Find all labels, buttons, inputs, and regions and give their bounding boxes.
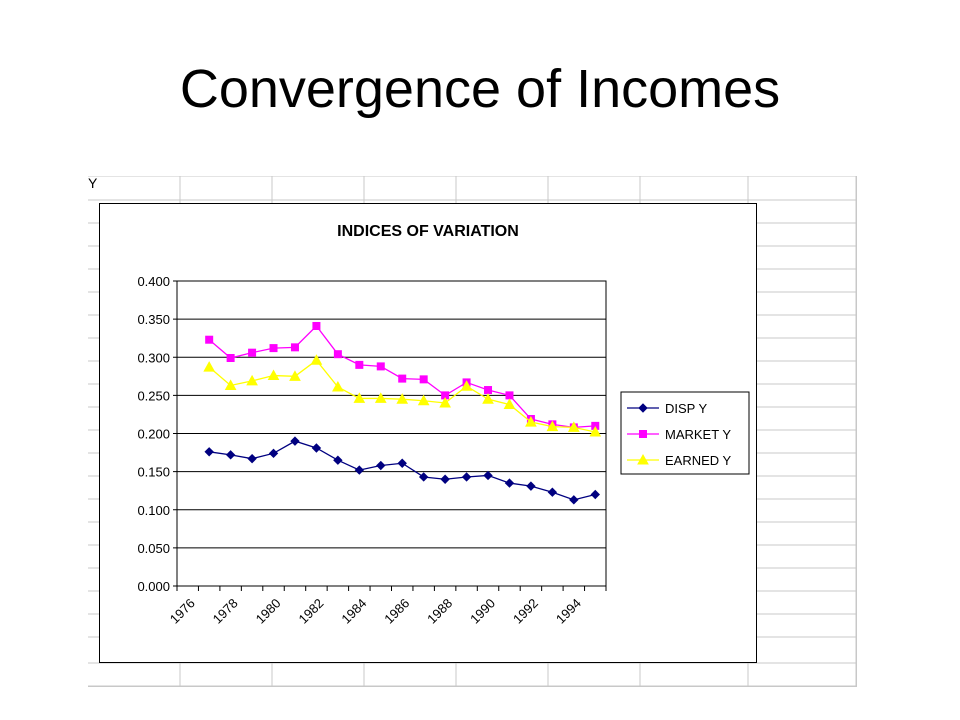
data-point bbox=[204, 447, 214, 457]
data-point bbox=[567, 421, 580, 432]
x-tick-label: 1992 bbox=[510, 596, 541, 627]
x-tick-label: 1978 bbox=[210, 596, 241, 627]
legend-label: DISP Y bbox=[665, 401, 707, 416]
data-point bbox=[225, 450, 236, 460]
data-point bbox=[526, 481, 536, 491]
x-tick-label: 1986 bbox=[381, 596, 412, 627]
data-point bbox=[267, 369, 280, 381]
line-chart: INDICES OF VARIATION 0.000 0.050 0.100 0.150… bbox=[137, 223, 750, 627]
chart-title: INDICES OF VARIATION bbox=[337, 223, 519, 240]
data-point bbox=[504, 478, 515, 488]
data-point bbox=[525, 416, 537, 427]
series-2 bbox=[203, 354, 602, 437]
data-point bbox=[269, 344, 278, 353]
slide-title: Convergence of Incomes bbox=[179, 59, 781, 119]
data-point bbox=[376, 460, 386, 471]
y-tick-label: 0.300 bbox=[137, 350, 170, 365]
data-point bbox=[332, 380, 344, 392]
data-point bbox=[569, 495, 579, 505]
data-point bbox=[203, 361, 216, 372]
data-point bbox=[376, 362, 385, 371]
data-point bbox=[354, 465, 365, 475]
data-point bbox=[353, 392, 366, 403]
y-tick-label: 0.200 bbox=[137, 427, 170, 442]
legend-marker bbox=[638, 403, 648, 413]
data-point bbox=[333, 455, 343, 465]
x-tick-label: 1988 bbox=[424, 596, 455, 627]
data-point bbox=[547, 487, 558, 497]
data-point bbox=[268, 448, 279, 459]
data-point bbox=[311, 443, 322, 453]
data-point bbox=[310, 354, 323, 365]
data-point bbox=[461, 472, 472, 482]
y-tick-label: 0.350 bbox=[137, 312, 170, 327]
data-point bbox=[503, 398, 516, 410]
data-point bbox=[333, 350, 342, 359]
x-tick-label: 1990 bbox=[467, 596, 498, 627]
data-point bbox=[397, 458, 407, 468]
data-point bbox=[398, 374, 407, 383]
series-0 bbox=[204, 436, 600, 505]
data-point bbox=[290, 343, 299, 352]
legend-marker bbox=[637, 453, 649, 465]
x-tick-label: 1980 bbox=[253, 596, 284, 627]
data-point bbox=[483, 470, 493, 481]
data-point bbox=[439, 396, 451, 408]
data-point bbox=[505, 391, 514, 400]
data-point bbox=[417, 394, 430, 406]
x-tick-label: 1994 bbox=[553, 596, 584, 627]
data-point bbox=[226, 354, 235, 363]
chart-frame[interactable]: INDICES OF VARIATION 0.000 0.050 0.100 0.150… bbox=[99, 203, 757, 663]
data-point bbox=[224, 379, 237, 390]
sheet-cell-text: Y bbox=[88, 175, 98, 191]
y-tick-label: 0.250 bbox=[137, 388, 170, 403]
data-point bbox=[246, 374, 258, 386]
data-point bbox=[205, 335, 214, 344]
y-tick-label: 0.400 bbox=[137, 274, 170, 289]
x-tick-label: 1982 bbox=[295, 596, 326, 627]
legend-label: EARNED Y bbox=[665, 453, 732, 468]
data-point bbox=[290, 436, 300, 446]
data-point bbox=[374, 392, 387, 403]
data-point bbox=[396, 393, 409, 404]
data-point bbox=[355, 360, 364, 369]
y-tick-label: 0.050 bbox=[137, 541, 170, 556]
data-point bbox=[418, 472, 429, 482]
x-tick-label: 1984 bbox=[338, 596, 369, 627]
data-point bbox=[460, 380, 473, 391]
data-point bbox=[590, 489, 600, 500]
x-tick-label: 1976 bbox=[167, 596, 198, 627]
data-point bbox=[312, 321, 321, 330]
data-point bbox=[289, 370, 301, 381]
y-tick-label: 0.150 bbox=[137, 465, 170, 480]
legend-label: MARKET Y bbox=[665, 427, 731, 442]
data-point bbox=[440, 474, 450, 484]
y-tick-label: 0.000 bbox=[137, 579, 170, 594]
data-point bbox=[484, 386, 493, 395]
y-tick-label: 0.100 bbox=[137, 503, 170, 518]
data-point bbox=[482, 393, 494, 404]
data-point bbox=[419, 375, 428, 384]
legend-marker bbox=[639, 430, 647, 438]
data-point bbox=[248, 348, 257, 357]
data-point bbox=[546, 420, 559, 432]
data-point bbox=[589, 425, 602, 437]
data-point bbox=[247, 453, 257, 464]
